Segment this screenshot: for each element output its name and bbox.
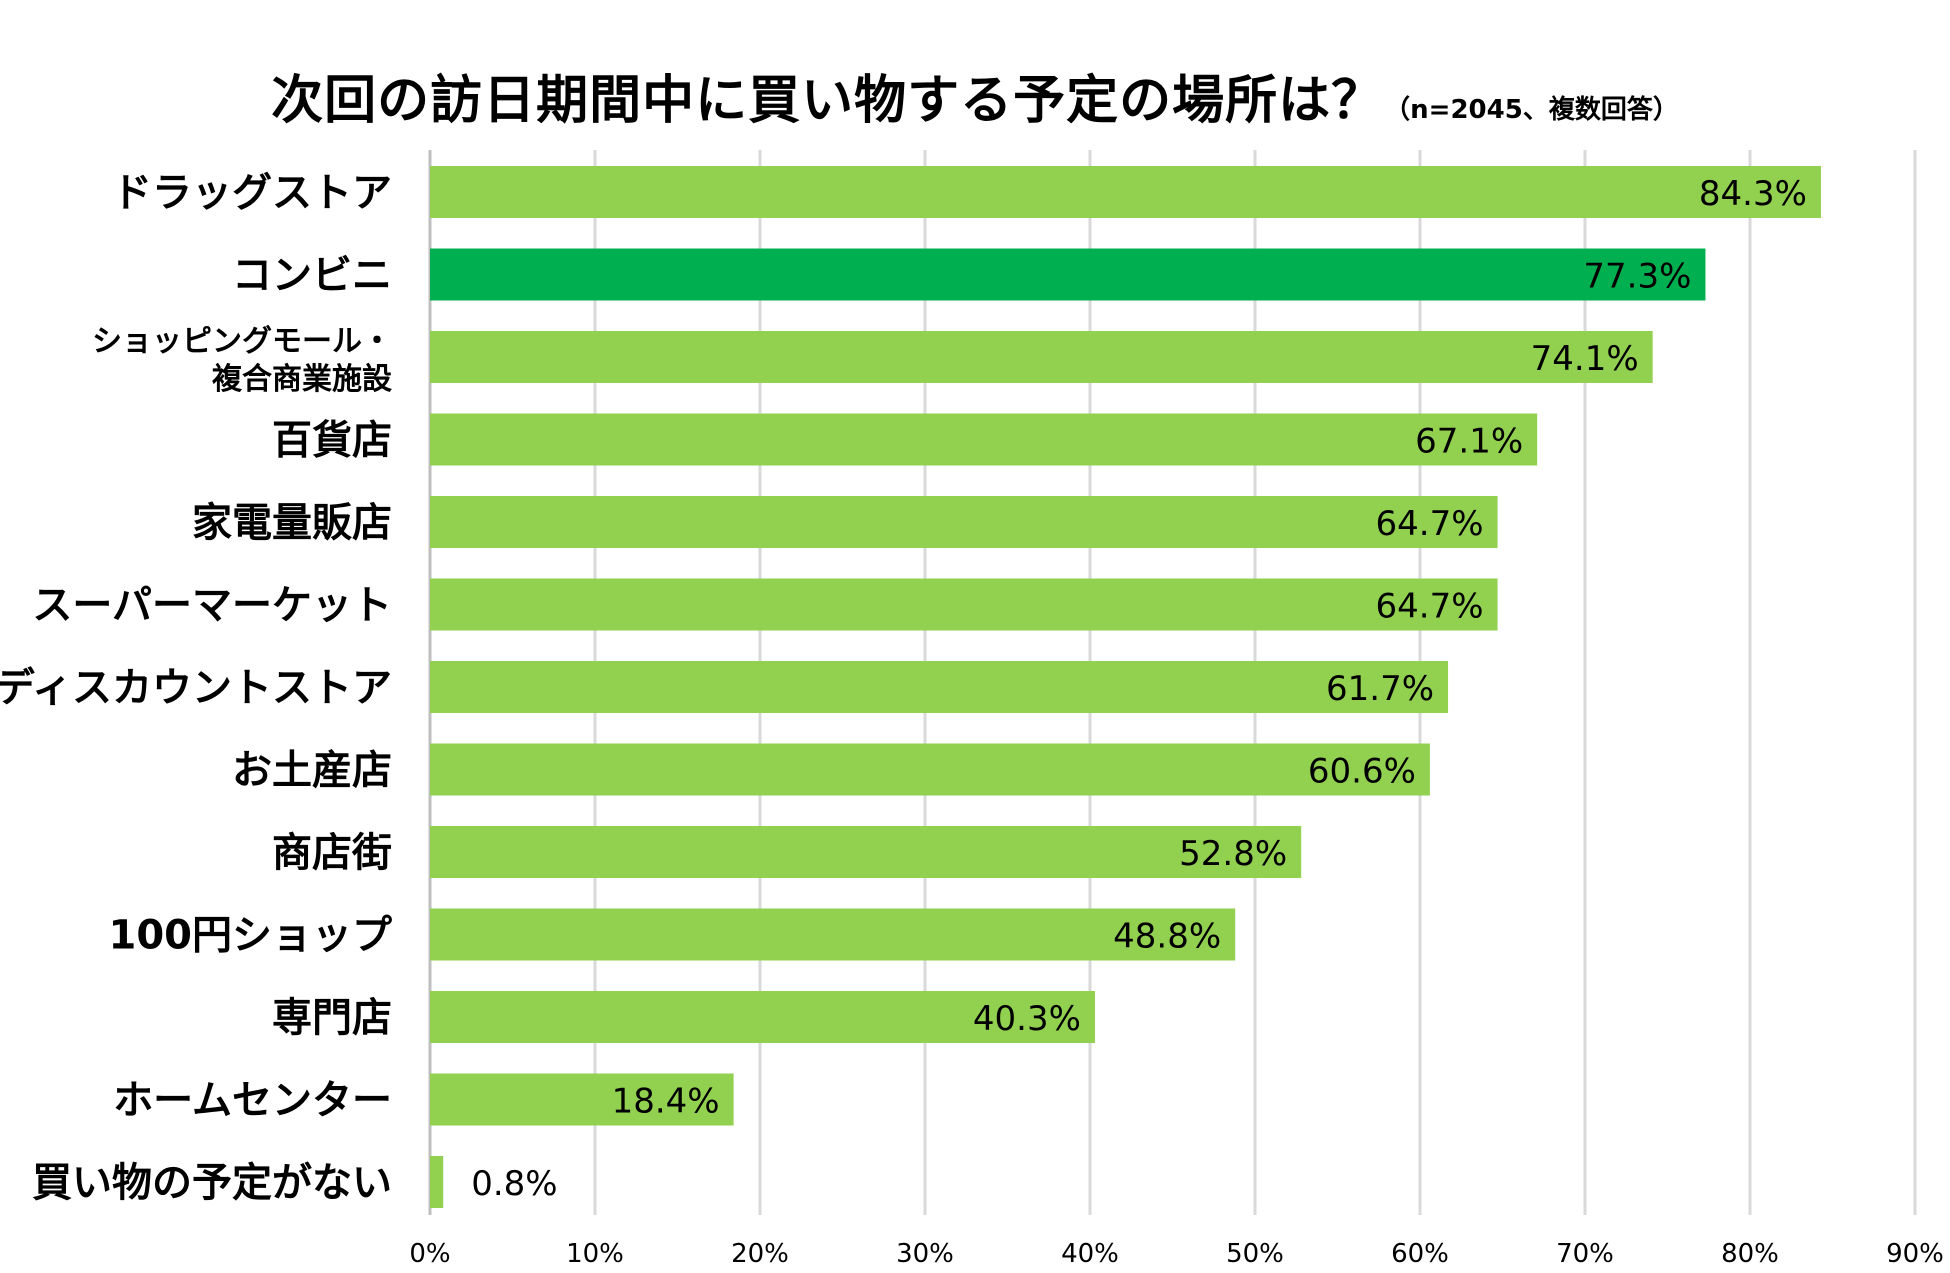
x-tick-label: 10% (566, 1239, 624, 1269)
x-tick-label: 20% (731, 1239, 789, 1269)
category-label: ショッピングモール・複合商業施設 (92, 324, 392, 397)
x-tick-label: 50% (1226, 1239, 1284, 1269)
category-label: 買い物の予定がない (32, 1160, 392, 1206)
bar (430, 826, 1302, 878)
bar (430, 496, 1498, 548)
bar (430, 1156, 444, 1208)
chart-title: 次回の訪日期間中に買い物する予定の場所は？ (271, 71, 1385, 131)
chart-subtitle: （n=2045、複数回答） (1384, 95, 1679, 125)
bar (430, 248, 1706, 301)
category-label: スーパーマーケット (32, 583, 392, 629)
data-label: 74.1% (1531, 339, 1639, 379)
data-label: 0.8% (471, 1164, 557, 1204)
data-label: 84.3% (1699, 174, 1807, 214)
data-label: 60.6% (1308, 752, 1416, 792)
category-label: 家電量販店 (192, 500, 392, 546)
bar (430, 578, 1498, 631)
data-label: 52.8% (1179, 834, 1287, 874)
data-label: 18.4% (612, 1082, 720, 1122)
category-label: 専門店 (272, 995, 392, 1041)
bar (430, 166, 1821, 218)
bar (430, 413, 1538, 466)
category-label: 商店街 (272, 830, 392, 876)
x-tick-label: 0% (409, 1239, 450, 1269)
data-label: 48.8% (1113, 917, 1221, 957)
data-label: 61.7% (1326, 669, 1434, 709)
category-label: コンビニ (232, 253, 392, 299)
x-tick-label: 70% (1556, 1239, 1614, 1269)
x-tick-label: 80% (1721, 1239, 1779, 1269)
category-label: 100円ショップ (109, 913, 393, 959)
x-tick-label: 40% (1061, 1239, 1119, 1269)
data-label: 64.7% (1376, 504, 1484, 544)
x-tick-label: 60% (1391, 1239, 1449, 1269)
data-label: 64.7% (1376, 587, 1484, 627)
data-label: 40.3% (973, 999, 1081, 1039)
bar (430, 991, 1095, 1043)
category-label: お土産店 (232, 748, 392, 794)
chart-title-block: 次回の訪日期間中に買い物する予定の場所は？（n=2045、複数回答） (0, 58, 1950, 133)
data-label: 77.3% (1583, 257, 1691, 297)
bar (430, 743, 1430, 796)
x-tick-label: 30% (896, 1239, 954, 1269)
x-tick-label: 90% (1886, 1239, 1944, 1269)
bar (430, 908, 1236, 961)
bar (430, 331, 1653, 383)
bar (430, 661, 1449, 713)
category-label: ドラッグストア (112, 170, 392, 216)
category-label-line: ショッピングモール・ (92, 324, 392, 359)
category-label: 百貨店 (272, 418, 392, 464)
data-label: 67.1% (1415, 422, 1523, 462)
category-label: ディスカウントストア (0, 665, 392, 711)
bar (430, 1073, 734, 1126)
category-label-line: 複合商業施設 (212, 362, 392, 397)
category-label: ホームセンター (113, 1078, 392, 1124)
